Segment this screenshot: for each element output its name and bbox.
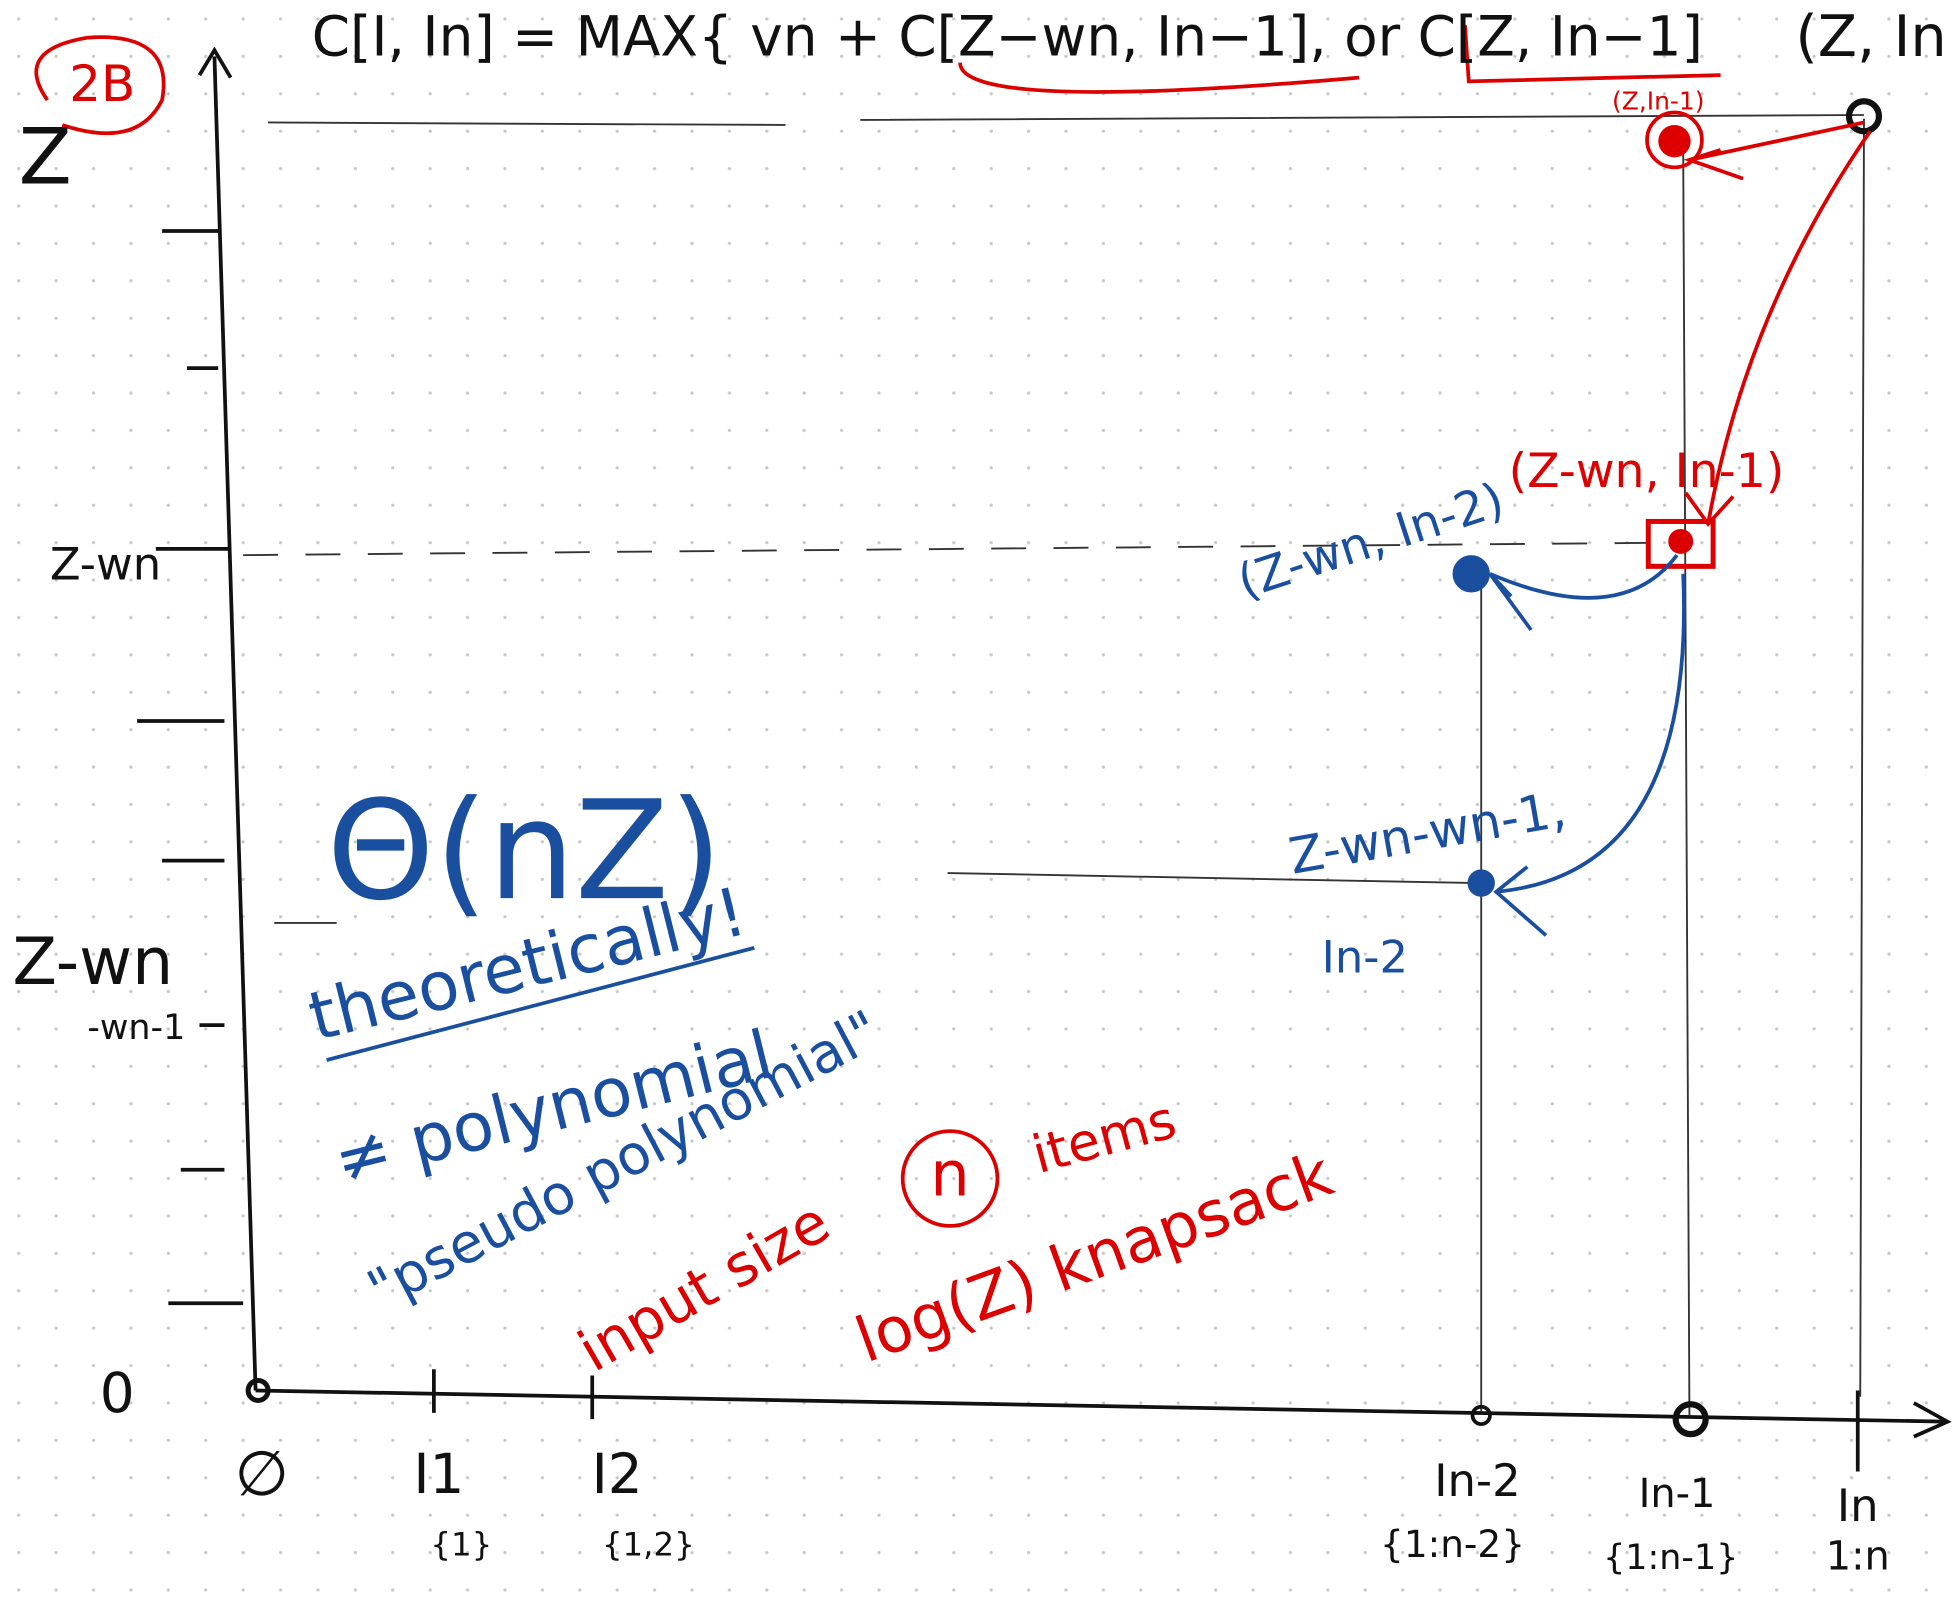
badge: 2B	[69, 55, 135, 113]
y-label: Z	[19, 112, 72, 202]
point-label: In-2	[1322, 930, 1408, 983]
x-set: {1}	[430, 1525, 492, 1563]
point-label: (Z-wn, In-1)	[1509, 444, 1785, 499]
background	[0, 0, 1955, 1598]
diagram: C[I, In] = MAX{ vn + C[Z−wn, In−1], or C…	[0, 0, 1955, 1599]
x-set: {1:n-1}	[1603, 1538, 1738, 1578]
y-label: -wn-1	[87, 1008, 185, 1048]
y-label: Z-wn	[12, 925, 173, 1000]
x-label: I1	[413, 1442, 464, 1506]
y-label: Z-wn	[50, 538, 161, 591]
note: n	[930, 1138, 970, 1211]
corner-label: (Z, In	[1795, 3, 1946, 70]
formula: C[I, In] = MAX{ vn + C[Z−wn, In−1], or C…	[312, 4, 1703, 68]
x-label: ∅	[235, 1437, 289, 1510]
x-label: In-1	[1639, 1471, 1716, 1517]
point-label: (Z,In-1)	[1612, 87, 1704, 116]
x-label: In-2	[1434, 1454, 1520, 1507]
x-set: {1,2}	[602, 1525, 695, 1563]
y-label: 0	[100, 1361, 135, 1425]
x-set: {1:n-2}	[1380, 1522, 1525, 1566]
x-set: 1:n	[1826, 1533, 1890, 1579]
x-label: I2	[592, 1442, 643, 1506]
x-label: In	[1837, 1479, 1879, 1532]
